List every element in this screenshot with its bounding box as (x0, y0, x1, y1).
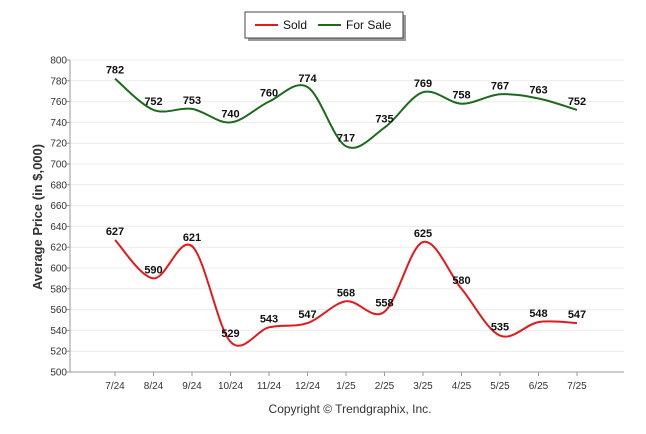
series-lines (114, 77, 578, 347)
y-tick-label-660: 660 (50, 201, 67, 212)
y-tick-label-620: 620 (50, 243, 67, 254)
y-tick-label-700: 700 (50, 160, 67, 171)
y-tick-label-600: 600 (50, 264, 67, 275)
x-tick-label-10-24: 10/24 (218, 381, 243, 392)
y-axis-title: Average Price (in $,000) (30, 144, 45, 290)
data-label-for-sale-11-24: 760 (260, 88, 278, 100)
data-label-for-sale-12-24: 774 (298, 73, 317, 85)
data-label-sold-9-24: 621 (183, 232, 201, 244)
y-tick-label-540: 540 (50, 326, 67, 337)
x-tick-label-7-24: 7/24 (105, 381, 125, 392)
y-tick-label-520: 520 (50, 347, 67, 358)
data-label-for-sale-9-24: 753 (183, 95, 201, 107)
x-tick-label-1-25: 1/25 (336, 381, 356, 392)
x-tick-label-12-24: 12/24 (295, 381, 320, 392)
x-tick-label-2-25: 2/25 (375, 381, 395, 392)
data-label-for-sale-10-24: 740 (221, 108, 239, 120)
y-tick-label-560: 560 (50, 305, 67, 316)
data-label-sold-5-25: 535 (491, 322, 509, 334)
axes: 500 520 540 560 580 600 620 640 660 680 700 720 740 7… (50, 56, 624, 392)
x-tick-label-9-24: 9/24 (182, 381, 202, 392)
series-line-sold (114, 239, 578, 347)
grid (70, 59, 624, 373)
x-tick-label-3-25: 3/25 (413, 381, 433, 392)
legend-label-for-sale: For Sale (346, 18, 392, 32)
data-label-sold-8-24: 590 (144, 264, 162, 276)
x-tick-label-4-25: 4/25 (452, 381, 472, 392)
y-tick-label-580: 580 (50, 284, 67, 295)
x-tick-label-11-24: 11/24 (257, 381, 282, 392)
x-tick-label-6-25: 6/25 (529, 381, 549, 392)
y-tick-label-780: 780 (50, 76, 67, 87)
data-labels: 627 590 621 529 543 547 568 558 625 580 535 548 547 7… (106, 65, 586, 340)
series-line-for-sale (114, 77, 578, 149)
data-label-for-sale-4-25: 758 (452, 90, 470, 102)
data-label-sold-2-25: 558 (375, 298, 393, 310)
data-label-for-sale-1-25: 717 (337, 132, 355, 144)
y-tick-label-680: 680 (50, 180, 67, 191)
y-tick-label-720: 720 (50, 139, 67, 150)
data-label-sold-4-25: 580 (452, 275, 470, 287)
data-label-for-sale-8-24: 752 (144, 96, 162, 108)
x-tick-label-5-25: 5/25 (490, 381, 510, 392)
data-label-for-sale-7-24: 782 (106, 65, 124, 77)
x-tick-label-8-24: 8/24 (144, 381, 164, 392)
data-label-sold-3-25: 625 (414, 228, 432, 240)
data-label-for-sale-7-25: 752 (568, 96, 586, 108)
data-label-sold-11-24: 543 (260, 313, 278, 325)
y-tick-label-760: 760 (50, 97, 67, 108)
y-tick-label-500: 500 (50, 368, 67, 379)
x-tick-label-7-25: 7/25 (567, 381, 587, 392)
legend-label-sold: Sold (283, 18, 307, 32)
data-label-sold-10-24: 529 (221, 328, 239, 340)
data-label-for-sale-2-25: 735 (375, 114, 393, 126)
y-tick-label-800: 800 (50, 56, 67, 67)
data-label-for-sale-5-25: 767 (491, 80, 509, 92)
data-label-sold-6-25: 548 (529, 308, 547, 320)
data-label-for-sale-6-25: 763 (529, 84, 547, 96)
data-label-sold-7-24: 627 (106, 226, 124, 238)
y-tick-label-740: 740 (50, 118, 67, 129)
y-tick-label-640: 640 (50, 222, 67, 233)
data-label-sold-12-24: 547 (298, 309, 316, 321)
data-label-for-sale-3-25: 769 (414, 78, 432, 90)
data-label-sold-7-25: 547 (568, 309, 586, 321)
copyright-footer: Copyright © Trendgraphix, Inc. (269, 402, 432, 416)
data-label-sold-1-25: 568 (337, 287, 355, 299)
legend: Sold For Sale (244, 11, 406, 41)
